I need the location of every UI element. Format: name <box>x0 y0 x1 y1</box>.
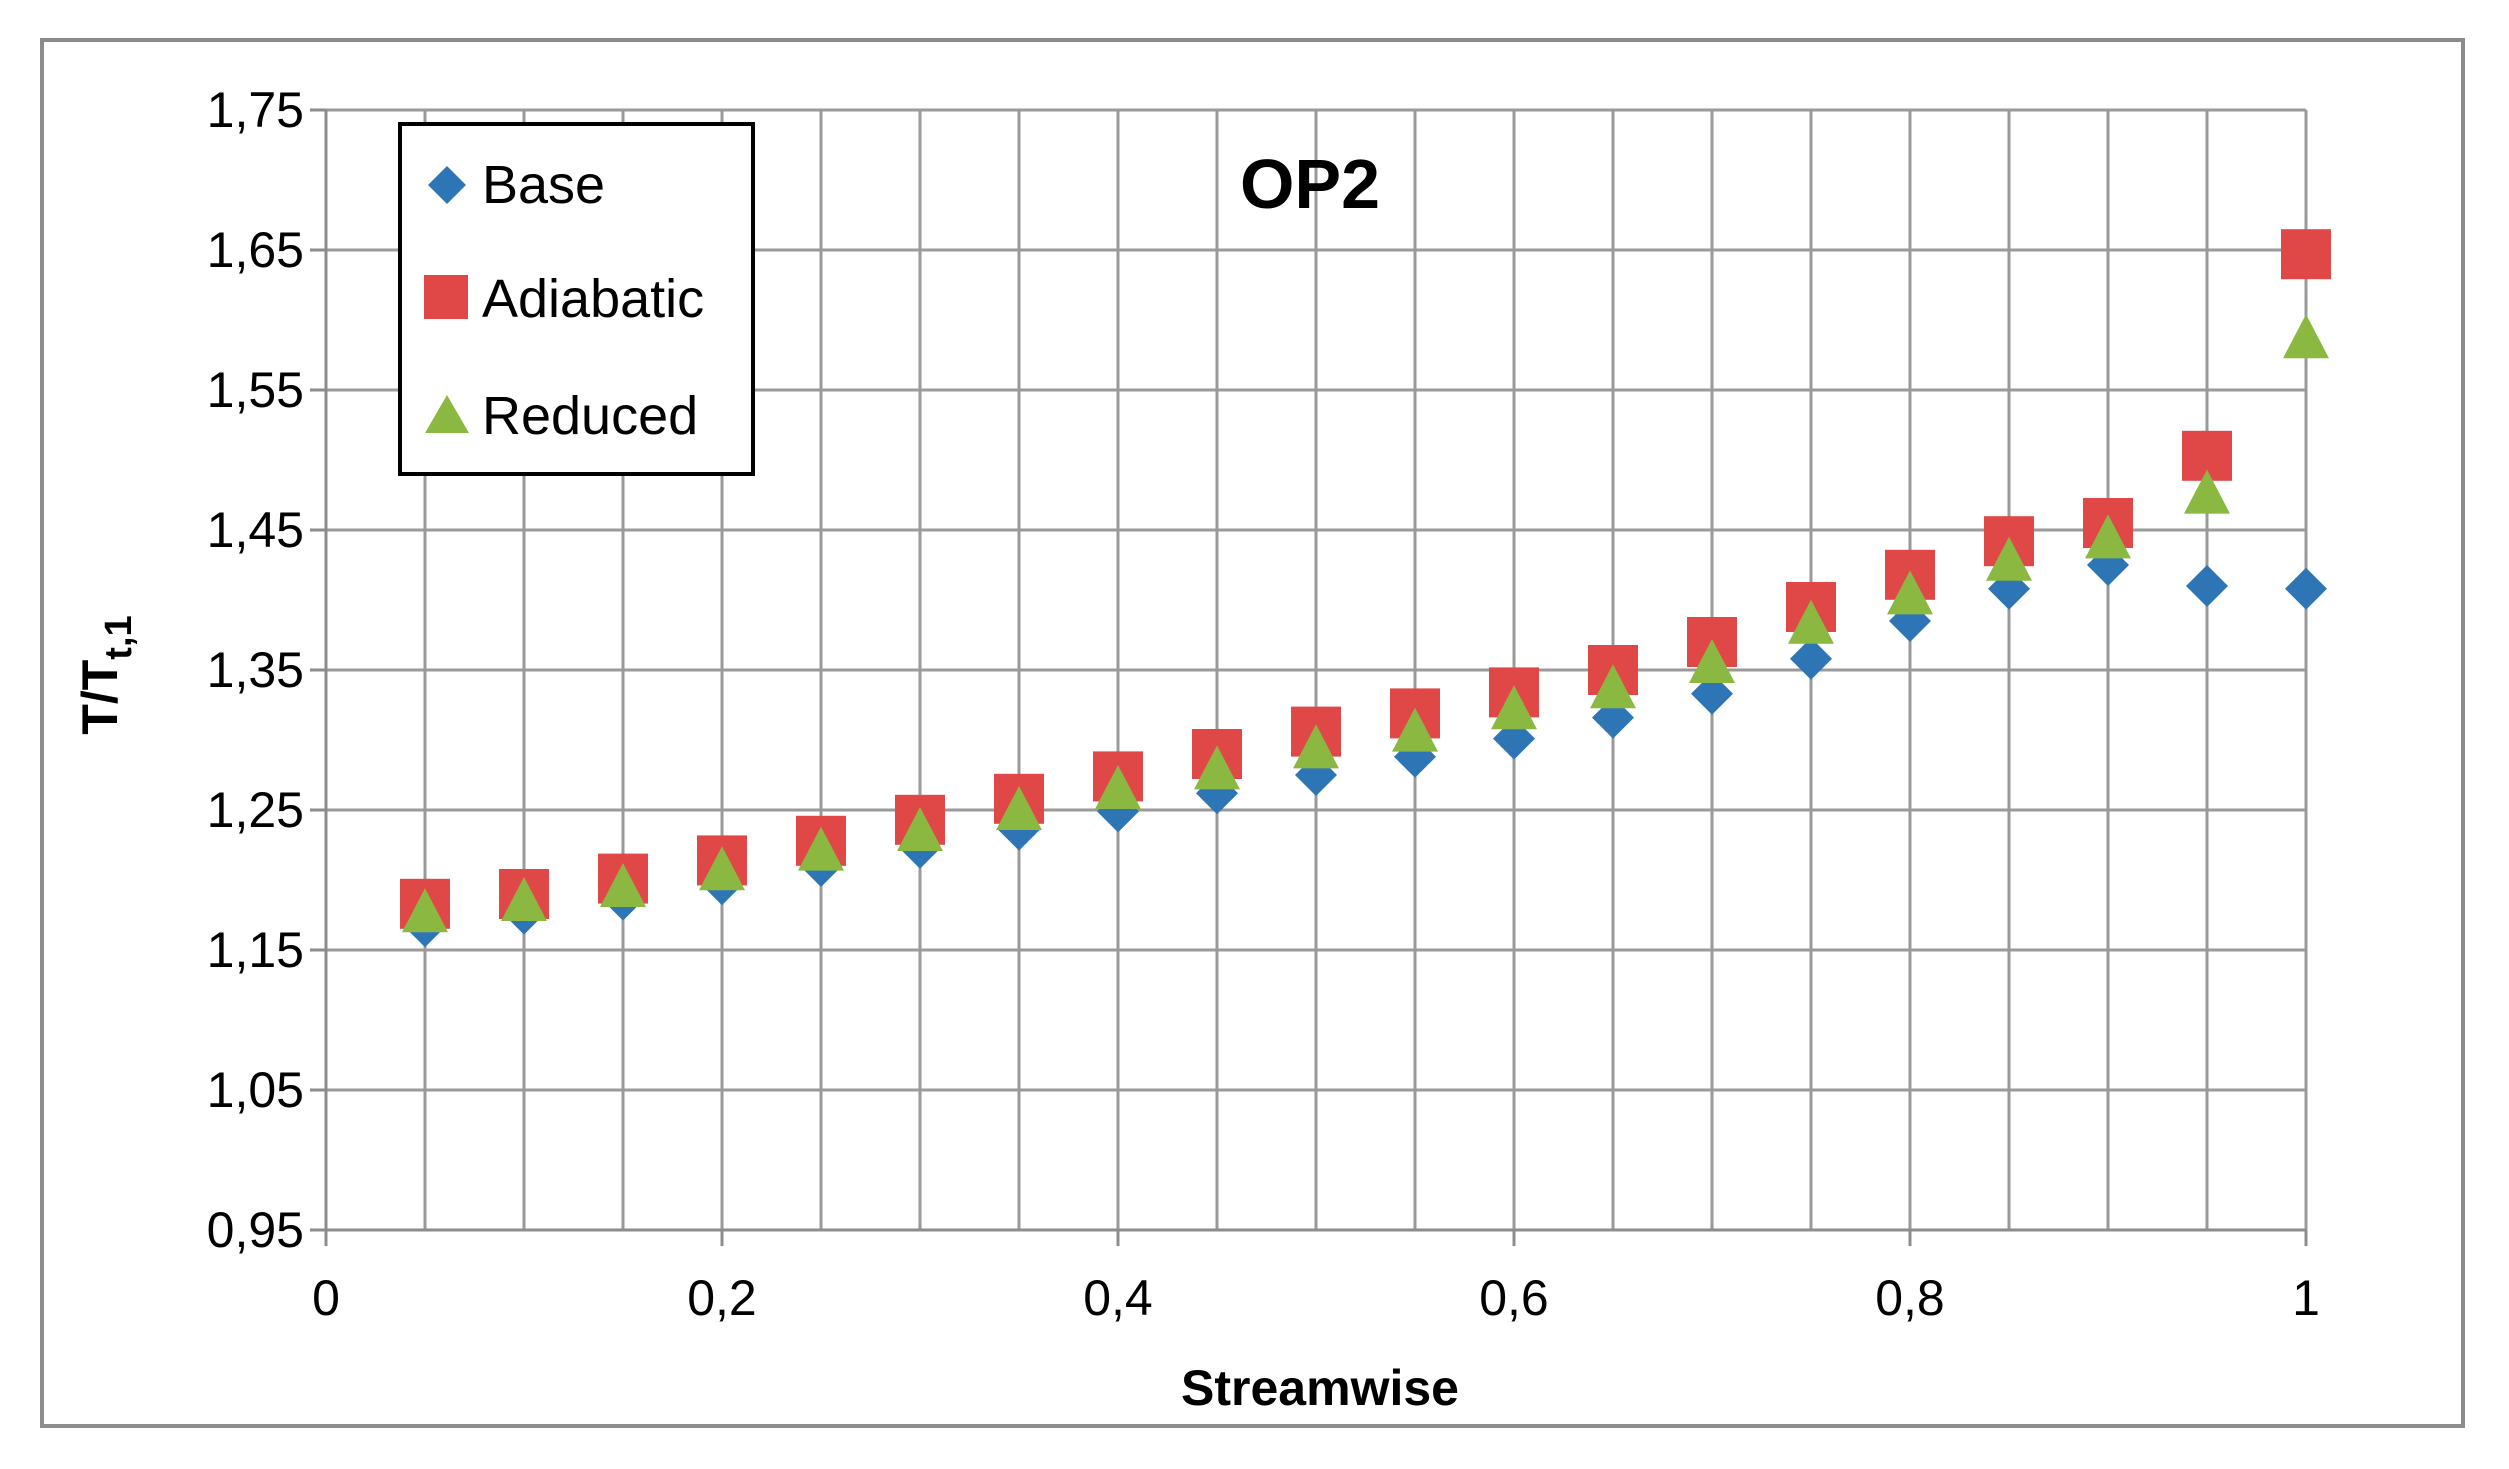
x-axis-ticks: 0 0,2 0,4 0,6 0,8 1 <box>312 1230 2320 1326</box>
data-point-reduced <box>1095 765 1141 809</box>
y-tick-label: 1,35 <box>207 642 304 698</box>
data-point-reduced <box>798 826 844 871</box>
data-point-reduced <box>1392 707 1438 752</box>
data-point-reduced <box>996 786 1042 830</box>
y-axis-ticks: 0,95 1,05 1,15 1,25 1,35 1,45 1,55 1,65 1,75 <box>207 82 326 1258</box>
legend-label-adiabatic: Adiabatic <box>482 269 704 329</box>
data-point-reduced <box>1590 664 1636 709</box>
data-point-reduced <box>699 846 745 891</box>
x-tick-label: 1 <box>2292 1270 2320 1326</box>
data-point-reduced <box>1887 570 1933 615</box>
legend-marker-square <box>424 275 468 319</box>
data-point-reduced <box>2085 514 2131 559</box>
y-tick-label: 1,55 <box>207 362 304 418</box>
y-axis-title-subscript: t,1 <box>98 615 140 659</box>
chart-title: OP2 <box>1240 145 1380 223</box>
x-tick-label: 0 <box>312 1270 340 1326</box>
x-tick-label: 0,2 <box>687 1270 757 1326</box>
data-point-reduced <box>600 863 646 907</box>
series-reduced <box>402 314 2329 933</box>
data-point-reduced <box>1491 685 1537 730</box>
data-point-reduced <box>1194 745 1240 790</box>
y-tick-label: 1,25 <box>207 782 304 838</box>
y-tick-label: 0,95 <box>207 1202 304 1258</box>
y-tick-label: 1,65 <box>207 222 304 278</box>
legend-label-base: Base <box>482 155 605 215</box>
legend-marker-diamond <box>428 166 466 204</box>
y-axis-title: T/Tt,1 <box>72 615 140 734</box>
legend-item-base: Base <box>428 155 605 215</box>
x-tick-label: 0,4 <box>1083 1270 1153 1326</box>
data-point-reduced <box>1293 724 1339 769</box>
y-axis-title-main: T/T <box>72 660 128 735</box>
data-point-reduced <box>501 877 547 921</box>
x-tick-label: 0,8 <box>1875 1270 1945 1326</box>
legend-marker-triangle <box>425 395 469 433</box>
data-point-reduced <box>402 888 448 933</box>
y-tick-label: 1,75 <box>207 82 304 138</box>
data-point-reduced <box>897 807 943 851</box>
x-tick-label: 0,6 <box>1479 1270 1549 1326</box>
legend-label-reduced: Reduced <box>482 386 698 446</box>
data-point-reduced <box>1689 639 1735 683</box>
x-axis-title: Streamwise <box>1181 1360 1459 1416</box>
data-points <box>400 229 2331 948</box>
data-point-reduced <box>2184 469 2230 514</box>
data-point-base <box>2186 565 2228 607</box>
data-point-base <box>2285 567 2327 610</box>
y-tick-label: 1,05 <box>207 1062 304 1118</box>
data-point-base <box>1790 637 1832 680</box>
y-tick-label: 1,45 <box>207 502 304 558</box>
data-point-reduced <box>1986 536 2032 581</box>
data-point-reduced <box>2283 314 2329 359</box>
data-point-base <box>1691 672 1733 715</box>
series-base <box>404 544 2327 948</box>
legend-item-reduced: Reduced <box>425 386 698 446</box>
y-tick-label: 1,15 <box>207 922 304 978</box>
legend: Base Adiabatic Reduced <box>398 122 755 476</box>
legend-item-adiabatic: Adiabatic <box>424 269 704 329</box>
data-point-reduced <box>1788 599 1834 644</box>
data-point-adiabatic <box>2281 229 2331 280</box>
